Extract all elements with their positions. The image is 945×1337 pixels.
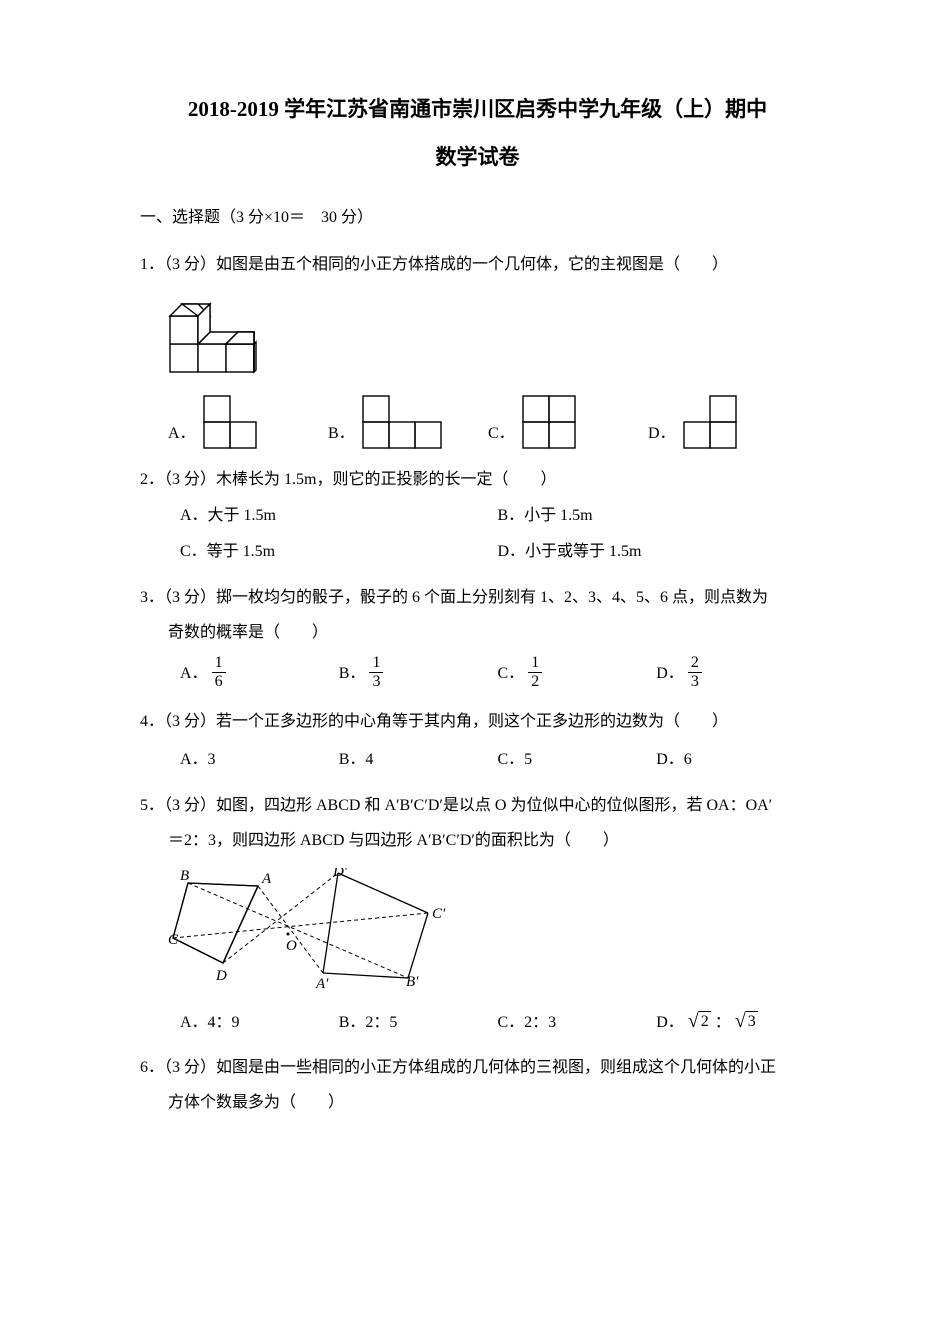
label-d: D (215, 968, 227, 984)
label-a: A (261, 871, 272, 887)
q5-text-2: ＝2：3，则四边形 ABCD 与四边形 A′B′C′D′的面积比为（ ） (140, 823, 815, 858)
title-line-1: 2018-2019 学年江苏省南通市崇川区启秀中学九年级（上）期中 (140, 90, 815, 130)
q3-text-1: 3．（3 分）掷一枚均匀的骰子，骰子的 6 个面上分别刻有 1、2、3、4、5、… (140, 580, 815, 615)
question-2: 2．（3 分）木棒长为 1.5m，则它的正投影的长一定（ ） A．大于 1.5m… (140, 462, 815, 568)
frac-num: 1 (369, 654, 383, 673)
question-4: 4．（3 分）若一个正多边形的中心角等于其内角，则这个正多边形的边数为（ ） A… (140, 704, 815, 776)
frac-num: 1 (528, 654, 542, 673)
q5-opt-d-prefix: D． (656, 1014, 684, 1031)
q3-opt-a: A． 1 6 (180, 656, 339, 692)
question-3: 3．（3 分）掷一枚均匀的骰子，骰子的 6 个面上分别刻有 1、2、3、4、5、… (140, 580, 815, 693)
q1-opt-c-svg (521, 394, 577, 450)
title-line-2: 数学试卷 (140, 138, 815, 178)
q1-opt-c-label: C． (488, 419, 515, 449)
q3-text-2: 奇数的概率是（ ） (140, 615, 815, 650)
q1-opt-b-svg (361, 394, 443, 450)
q2-opt-a: A．大于 1.5m (180, 501, 498, 531)
sqrt-3: √3 (735, 1011, 758, 1031)
q5-text-1: 5．（3 分）如图，四边形 ABCD 和 A′B′C′D′是以点 O 为位似中心… (140, 788, 815, 823)
q3-opt-b-frac: 1 3 (369, 654, 383, 690)
q3-opt-d: D． 2 3 (656, 656, 815, 692)
q1-options: A． B． C． (140, 394, 815, 450)
frac-num: 1 (212, 654, 226, 673)
q3-opt-b-label: B． (339, 665, 366, 682)
q2-options: A．大于 1.5m B．小于 1.5m C．等于 1.5m D．小于或等于 1.… (140, 501, 815, 568)
label-o: O (286, 938, 297, 954)
q4-options: A．3 B．4 C．5 D．6 (140, 745, 815, 775)
q2-text-span: 2．（3 分）木棒长为 1.5m，则它的正投影的长一定（ ） (140, 471, 556, 488)
q2-opt-b: B．小于 1.5m (498, 501, 816, 531)
sqrt-2: √2 (688, 1011, 711, 1031)
q1-opt-d-svg (682, 394, 738, 450)
label-ap: A′ (315, 976, 329, 988)
q3-opt-c: C． 1 2 (498, 656, 657, 692)
q2-opt-c: C．等于 1.5m (180, 537, 498, 567)
q2-opt-d: D．小于或等于 1.5m (498, 537, 816, 567)
q3-opt-d-frac: 2 3 (688, 654, 702, 690)
q1-opt-a-svg (202, 394, 258, 450)
frac-den: 6 (212, 673, 226, 691)
q5-opt-b: B．2：5 (339, 1008, 498, 1038)
q2-text: 2．（3 分）木棒长为 1.5m，则它的正投影的长一定（ ） (140, 462, 815, 497)
q6-text-1: 6．（3 分）如图是由一些相同的小正方体组成的几何体的三视图，则组成这个几何体的… (140, 1050, 815, 1085)
q1-opt-a-label: A． (168, 419, 196, 449)
q5-opt-c: C．2：3 (498, 1008, 657, 1038)
sqrt-val: 3 (746, 1011, 758, 1031)
question-5: 5．（3 分）如图，四边形 ABCD 和 A′B′C′D′是以点 O 为位似中心… (140, 788, 815, 1038)
label-b: B (180, 868, 189, 884)
q1-opt-b-label: B． (328, 419, 355, 449)
q4-text: 4．（3 分）若一个正多边形的中心角等于其内角，则这个正多边形的边数为（ ） (140, 704, 815, 739)
sqrt-val: 2 (699, 1011, 711, 1031)
frac-den: 3 (369, 673, 383, 691)
frac-den: 3 (688, 673, 702, 691)
question-6: 6．（3 分）如图是由一些相同的小正方体组成的几何体的三视图，则组成这个几何体的… (140, 1050, 815, 1120)
label-dp: D′ (332, 868, 348, 880)
q6-text-2: 方体个数最多为（ ） (140, 1085, 815, 1120)
label-bp: B′ (406, 974, 419, 988)
frac-den: 2 (528, 673, 542, 691)
q3-opt-d-label: D． (656, 665, 684, 682)
frac-num: 2 (688, 654, 702, 673)
q5-options: A．4：9 B．2：5 C．2：3 D． √2 ： √3 (140, 1008, 815, 1038)
point-o (287, 933, 290, 936)
q1-figure (168, 290, 815, 387)
q5-opt-a: A．4：9 (180, 1008, 339, 1038)
q5-text-1-span: 5．（3 分）如图，四边形 ABCD 和 A′B′C′D′是以点 O 为位似中心… (140, 797, 772, 814)
q4-opt-b: B．4 (339, 745, 498, 775)
q3-opt-b: B． 1 3 (339, 656, 498, 692)
q4-opt-d: D．6 (656, 745, 815, 775)
q3-opt-a-label: A． (180, 665, 208, 682)
label-c: C (168, 932, 179, 948)
q3-opt-a-frac: 1 6 (212, 654, 226, 690)
question-1: 1．（3 分）如图是由五个相同的小正方体搭成的一个几何体，它的主视图是（ ） (140, 247, 815, 450)
q5-opt-d: D． √2 ： √3 (656, 1008, 815, 1038)
q1-cube-svg (168, 290, 258, 376)
q4-opt-c: C．5 (498, 745, 657, 775)
q3-opt-c-frac: 1 2 (528, 654, 542, 690)
q3-opt-c-label: C． (498, 665, 525, 682)
q1-opt-d-label: D． (648, 419, 676, 449)
colon: ： (715, 1014, 731, 1031)
q1-text: 1．（3 分）如图是由五个相同的小正方体搭成的一个几何体，它的主视图是（ ） (140, 247, 815, 282)
label-cp: C′ (432, 906, 446, 922)
q5-figure: B A C D O D′ C′ B′ A′ (168, 868, 815, 999)
q4-opt-a: A．3 (180, 745, 339, 775)
section-heading: 一、选择题（3 分×10＝ 30 分） (140, 203, 815, 233)
q5-svg: B A C D O D′ C′ B′ A′ (168, 868, 468, 988)
q3-options: A． 1 6 B． 1 3 C． 1 2 D． 2 3 (140, 656, 815, 692)
